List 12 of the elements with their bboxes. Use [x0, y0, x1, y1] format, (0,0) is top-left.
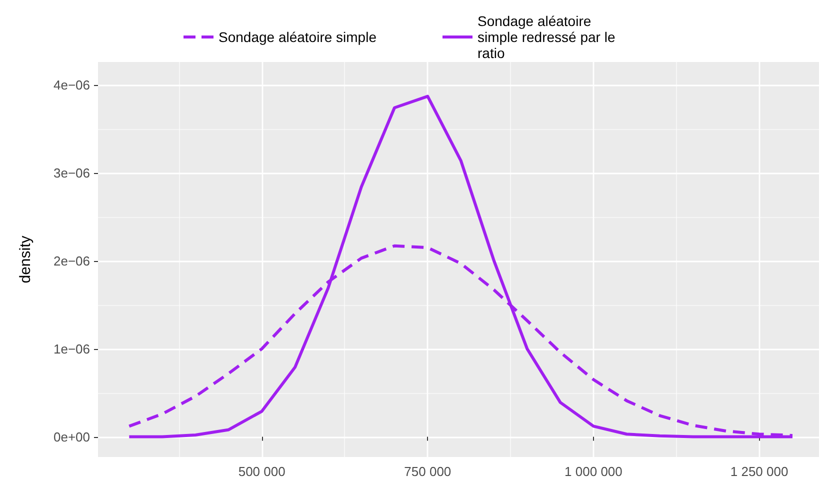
y-tick-label: 0e+00: [53, 429, 90, 444]
x-tick-label: 1 000 000: [564, 464, 622, 479]
legend-label: Sondage aléatoire simple redressé par le ratio: [478, 13, 620, 61]
x-tick-label: 1 250 000: [730, 464, 788, 479]
y-tick-label: 2e−06: [53, 253, 90, 268]
y-tick-label: 1e−06: [53, 341, 90, 356]
legend-label: Sondage aléatoire simple: [218, 29, 377, 45]
y-axis-title: density: [17, 235, 34, 284]
x-tick-label: 750 000: [404, 464, 452, 479]
y-tick-label: 3e−06: [53, 165, 90, 180]
x-tick-label: 500 000: [238, 464, 286, 479]
y-tick-label: 4e−06: [53, 77, 90, 92]
